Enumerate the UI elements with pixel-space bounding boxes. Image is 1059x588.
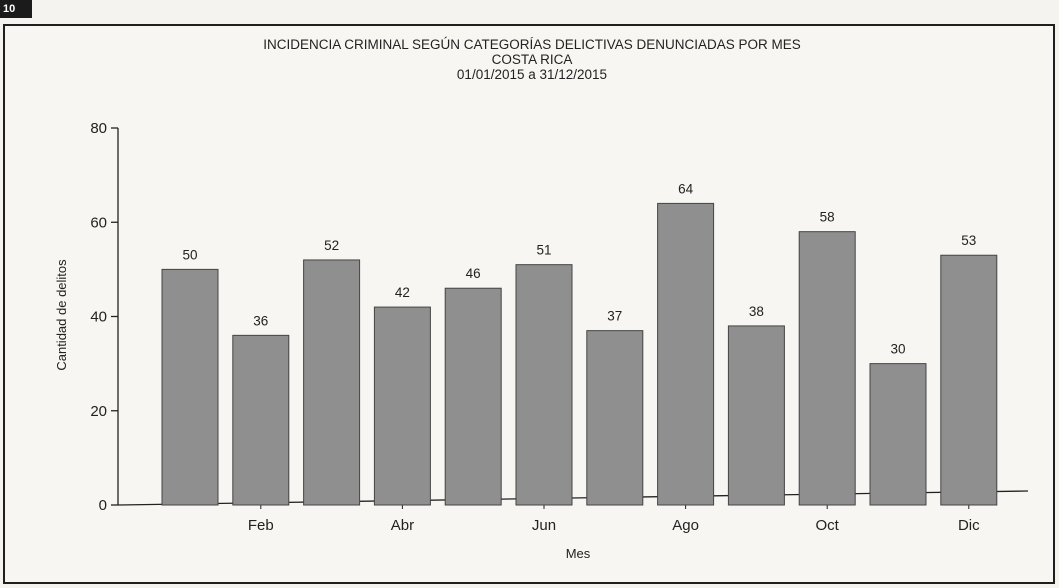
x-tick-label: Dic bbox=[958, 517, 980, 534]
bar-mar bbox=[303, 259, 361, 506]
bar-ene bbox=[161, 268, 219, 506]
y-axis: 0 20 40 60 80 bbox=[90, 120, 119, 514]
x-tick-label: Feb bbox=[248, 517, 274, 534]
data-label-dic: 53 bbox=[961, 233, 976, 248]
bar-dic bbox=[940, 254, 998, 506]
y-tick-label: 80 bbox=[90, 120, 107, 137]
bar-oct bbox=[798, 231, 856, 506]
data-label-abr: 42 bbox=[395, 285, 410, 300]
y-tick-label: 60 bbox=[90, 214, 107, 231]
bar-may bbox=[444, 287, 502, 506]
data-label-ago: 64 bbox=[678, 181, 694, 196]
bar-ago bbox=[657, 202, 715, 506]
data-label-ene: 50 bbox=[182, 247, 197, 262]
bar-abr bbox=[373, 306, 431, 506]
y-tick-label: 20 bbox=[90, 403, 107, 420]
y-tick-label: 0 bbox=[99, 497, 107, 514]
y-tick-label: 40 bbox=[90, 309, 107, 326]
bar-nov bbox=[869, 363, 927, 506]
data-label-jun: 51 bbox=[536, 243, 551, 258]
data-label-oct: 58 bbox=[820, 210, 835, 225]
x-tick-label: Ago bbox=[672, 517, 699, 534]
figure-number-badge: 10 bbox=[0, 0, 32, 18]
data-label-sep: 38 bbox=[749, 304, 764, 319]
bar-sep bbox=[727, 325, 785, 506]
data-labels: 50 36 52 42 46 51 37 64 38 58 30 53 bbox=[182, 181, 976, 356]
x-axis-title: Mes bbox=[566, 546, 591, 561]
bar-feb bbox=[232, 334, 290, 506]
y-axis-title: Cantidad de delitos bbox=[54, 259, 69, 371]
chart-title: INCIDENCIA CRIMINAL SEGÚN CATEGORÍAS DEL… bbox=[263, 37, 801, 52]
x-tick-label: Abr bbox=[391, 517, 414, 534]
bar-jul bbox=[586, 330, 644, 506]
data-label-may: 46 bbox=[466, 266, 481, 281]
data-label-jul: 37 bbox=[607, 309, 622, 324]
chart-date-range: 01/01/2015 a 31/12/2015 bbox=[457, 67, 607, 82]
data-label-mar: 52 bbox=[324, 238, 339, 253]
x-tick-label: Oct bbox=[816, 517, 840, 534]
chart-subtitle: COSTA RICA bbox=[492, 52, 573, 67]
data-label-nov: 30 bbox=[890, 342, 905, 357]
bars bbox=[161, 202, 998, 506]
data-label-feb: 36 bbox=[253, 313, 268, 328]
x-tick-label: Jun bbox=[532, 517, 556, 534]
bar-jun bbox=[515, 264, 573, 506]
